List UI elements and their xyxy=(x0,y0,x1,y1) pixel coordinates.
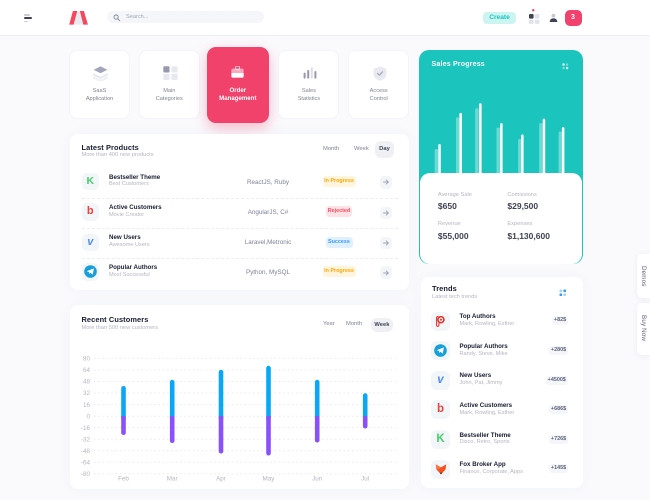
svg-text:-16: -16 xyxy=(81,425,91,432)
svg-text:Apr: Apr xyxy=(216,476,226,483)
svg-text:-80: -80 xyxy=(81,471,91,478)
svg-text:0: 0 xyxy=(86,413,90,420)
svg-text:-64: -64 xyxy=(81,460,91,467)
svg-text:48: 48 xyxy=(83,379,91,386)
svg-text:-32: -32 xyxy=(81,436,91,443)
svg-text:Jul: Jul xyxy=(361,476,369,483)
svg-text:16: 16 xyxy=(83,402,91,409)
svg-text:64: 64 xyxy=(83,367,91,374)
svg-text:Jun: Jun xyxy=(312,476,323,483)
svg-text:May: May xyxy=(263,476,276,483)
svg-text:Mar: Mar xyxy=(167,476,178,483)
svg-text:Feb: Feb xyxy=(118,476,129,483)
svg-text:80: 80 xyxy=(83,356,91,363)
svg-text:32: 32 xyxy=(83,390,91,397)
svg-text:-48: -48 xyxy=(81,448,91,455)
